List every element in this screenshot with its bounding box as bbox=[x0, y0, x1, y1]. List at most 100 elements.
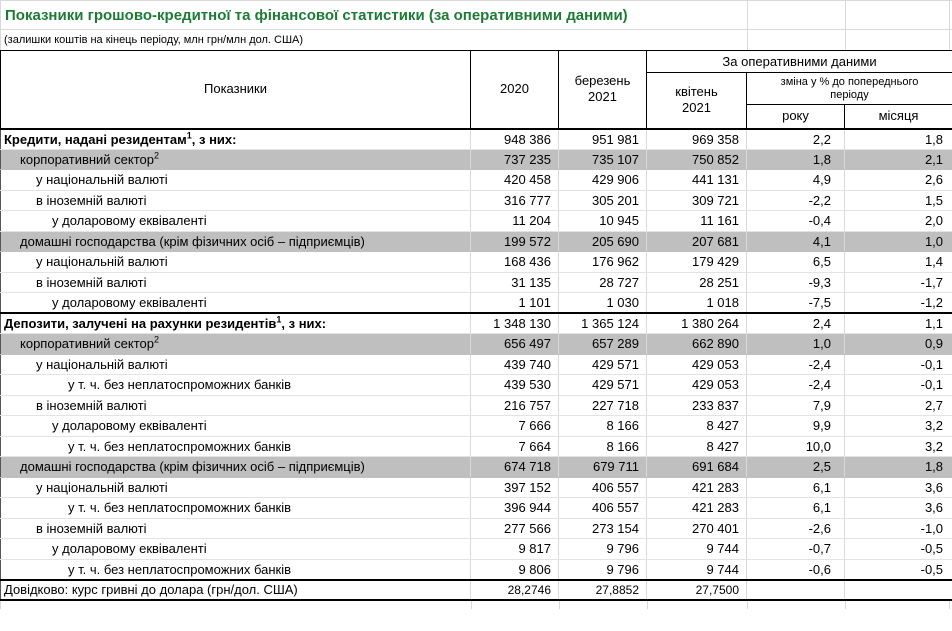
table-row: у т. ч. без неплатоспроможних банків 7 66… bbox=[0, 435, 952, 457]
table-row: в іноземній валюті 216 757 227 718 233 837 7… bbox=[0, 394, 952, 416]
bottom-gridline-strip bbox=[0, 601, 952, 609]
cell-change-year: 4,9 bbox=[746, 169, 845, 191]
cell-2020: 9 817 bbox=[470, 538, 559, 560]
cell-april-2021: 11 161 bbox=[646, 210, 747, 232]
row-label: у національній валюті bbox=[0, 353, 471, 375]
cell-change-month: -1,2 bbox=[843, 292, 952, 314]
statistics-table: Показники 2020 березень 2021 За оператив… bbox=[0, 50, 952, 601]
cell-change-month: 1,5 bbox=[843, 189, 952, 211]
row-label: Депозити, залучені на рахунки резидентів… bbox=[0, 312, 471, 334]
cell-change-month: -0,1 bbox=[843, 374, 952, 396]
grid-line bbox=[845, 601, 846, 609]
table-row: у національній валюті 168 436 176 962 179 4… bbox=[0, 251, 952, 273]
cell-change-year: 1,8 bbox=[746, 148, 845, 170]
cell-change-year: 2,4 bbox=[746, 312, 845, 334]
cell-march-2021: 951 981 bbox=[558, 127, 647, 150]
table-row: Довідково: курс гривні до долара (грн/до… bbox=[0, 578, 952, 601]
table-row: у національній валюті 397 152 406 557 421 2… bbox=[0, 476, 952, 498]
cell-2020: 28,2746 bbox=[470, 578, 559, 601]
page-subtitle: (залишки коштів на кінець періоду, млн г… bbox=[4, 34, 304, 46]
row-label: у т. ч. без неплатоспроможних банків bbox=[0, 435, 471, 457]
cell-march-2021: 27,8852 bbox=[558, 578, 647, 601]
cell-change-year: -2,2 bbox=[746, 189, 845, 211]
cell-april-2021: 750 852 bbox=[646, 148, 747, 170]
header-operational-group: За оперативними даними bbox=[645, 50, 952, 73]
grid-line bbox=[949, 601, 950, 609]
cell-change-month: 0,9 bbox=[843, 333, 952, 355]
cell-change-month: 3,6 bbox=[843, 497, 952, 519]
cell-april-2021: 9 744 bbox=[646, 558, 747, 580]
cell-change-year: 2,5 bbox=[746, 456, 845, 478]
cell-march-2021: 305 201 bbox=[558, 189, 647, 211]
cell-2020: 397 152 bbox=[470, 476, 559, 498]
cell-april-2021: 27,7500 bbox=[646, 578, 747, 601]
row-label: у національній валюті bbox=[0, 251, 471, 273]
cell-change-month: 2,6 bbox=[843, 169, 952, 191]
table-row: у доларовому еквіваленті 1 101 1 030 1 018-… bbox=[0, 292, 952, 314]
cell-change-year: -2,4 bbox=[746, 374, 845, 396]
cell-april-2021: 8 427 bbox=[646, 415, 747, 437]
top-area: Показники грошово-кредитної та фінансово… bbox=[0, 0, 952, 50]
row-label: у т. ч. без неплатоспроможних банків bbox=[0, 497, 471, 519]
table-row: у доларовому еквіваленті 7 666 8 166 8 427 9… bbox=[0, 415, 952, 437]
cell-change-month: 1,0 bbox=[843, 230, 952, 252]
cell-change-month: 3,2 bbox=[843, 435, 952, 457]
cell-change-month: 1,8 bbox=[843, 127, 952, 150]
header-change-year: року bbox=[746, 104, 845, 129]
cell-april-2021: 662 890 bbox=[646, 333, 747, 355]
cell-change-year: -2,6 bbox=[746, 517, 845, 539]
header-indicators: Показники bbox=[0, 50, 471, 129]
cell-april-2021: 309 721 bbox=[646, 189, 747, 211]
cell-march-2021: 10 945 bbox=[558, 210, 647, 232]
table-row: у доларовому еквіваленті 11 204 10 945 11 1… bbox=[0, 210, 952, 232]
table-row: у національній валюті 420 458 429 906 441 1… bbox=[0, 169, 952, 191]
cell-2020: 1 101 bbox=[470, 292, 559, 314]
table-row: Кредити, надані резидентам1, з них: 948 3… bbox=[0, 127, 952, 150]
cell-2020: 396 944 bbox=[470, 497, 559, 519]
cell-2020: 199 572 bbox=[470, 230, 559, 252]
grid-line bbox=[559, 601, 560, 609]
cell-change-year: 2,2 bbox=[746, 127, 845, 150]
cell-2020: 277 566 bbox=[470, 517, 559, 539]
cell-april-2021: 270 401 bbox=[646, 517, 747, 539]
cell-march-2021: 429 906 bbox=[558, 169, 647, 191]
cell-april-2021: 207 681 bbox=[646, 230, 747, 252]
cell-march-2021: 735 107 bbox=[558, 148, 647, 170]
page-title: Показники грошово-кредитної та фінансово… bbox=[1, 0, 952, 30]
cell-april-2021: 969 358 bbox=[646, 127, 747, 150]
header-change-month: місяця bbox=[843, 104, 952, 129]
cell-march-2021: 406 557 bbox=[558, 497, 647, 519]
header-2020: 2020 bbox=[470, 50, 559, 129]
cell-march-2021: 679 711 bbox=[558, 456, 647, 478]
cell-change-year: 6,1 bbox=[746, 476, 845, 498]
cell-april-2021: 441 131 bbox=[646, 169, 747, 191]
cell-march-2021: 8 166 bbox=[558, 415, 647, 437]
cell-april-2021: 429 053 bbox=[646, 353, 747, 375]
table-row: в іноземній валюті 277 566 273 154 270 401-… bbox=[0, 517, 952, 539]
row-label: корпоративний сектор2 bbox=[0, 333, 471, 355]
cell-change-year: -2,4 bbox=[746, 353, 845, 375]
cell-change-month: 2,7 bbox=[843, 394, 952, 416]
cell-march-2021: 8 166 bbox=[558, 435, 647, 457]
cell-change-month bbox=[843, 578, 952, 601]
cell-2020: 420 458 bbox=[470, 169, 559, 191]
cell-change-month: 2,1 bbox=[843, 148, 952, 170]
cell-change-year bbox=[746, 578, 845, 601]
row-label: у національній валюті bbox=[0, 169, 471, 191]
table-row: у т. ч. без неплатоспроможних банків 9 80… bbox=[0, 558, 952, 580]
cell-change-year: -0,6 bbox=[746, 558, 845, 580]
row-label: у доларовому еквіваленті bbox=[0, 415, 471, 437]
table-row: домашні господарства (крім фізичних осіб… bbox=[0, 230, 952, 252]
cell-april-2021: 429 053 bbox=[646, 374, 747, 396]
table-row: у національній валюті 439 740 429 571 429 0… bbox=[0, 353, 952, 375]
cell-2020: 7 666 bbox=[470, 415, 559, 437]
cell-march-2021: 176 962 bbox=[558, 251, 647, 273]
cell-2020: 948 386 bbox=[470, 127, 559, 150]
cell-2020: 11 204 bbox=[470, 210, 559, 232]
header-april-2021: квітень 2021 bbox=[646, 72, 747, 129]
cell-change-year: 7,9 bbox=[746, 394, 845, 416]
grid-line bbox=[647, 601, 648, 609]
cell-change-month: 1,8 bbox=[843, 456, 952, 478]
cell-change-month: -0,1 bbox=[843, 353, 952, 375]
cell-change-month: 3,2 bbox=[843, 415, 952, 437]
